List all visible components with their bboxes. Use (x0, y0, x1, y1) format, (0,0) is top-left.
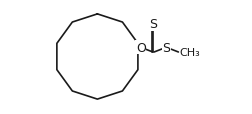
Text: S: S (149, 18, 157, 31)
Text: S: S (162, 41, 170, 54)
Text: O: O (135, 41, 145, 54)
Text: CH₃: CH₃ (178, 48, 199, 58)
